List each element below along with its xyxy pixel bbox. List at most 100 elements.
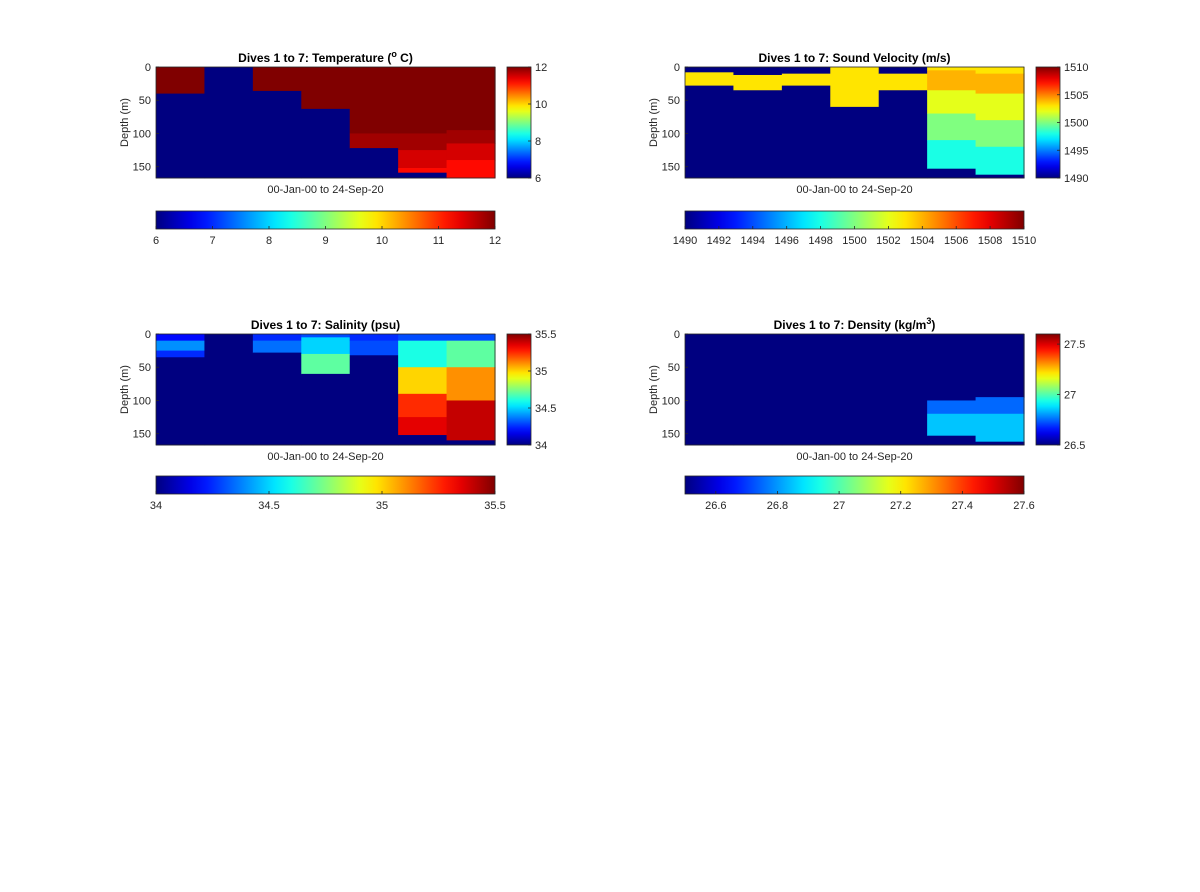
chart-title: Dives 1 to 7: Salinity (psu) bbox=[251, 318, 400, 332]
h-colorbar-tick-label: 34.5 bbox=[258, 500, 279, 512]
h-colorbar-tick-label: 27 bbox=[833, 500, 845, 512]
colorbar-tick-label: 35 bbox=[535, 366, 547, 378]
y-tick-label: 50 bbox=[139, 95, 151, 107]
heatmap-cell bbox=[156, 340, 206, 352]
h-colorbar-tick-label: 1500 bbox=[842, 235, 866, 247]
colorbar-tick-label: 6 bbox=[535, 173, 541, 185]
heatmap-cell bbox=[927, 334, 977, 401]
heatmap-cell bbox=[349, 148, 399, 179]
heatmap-cell bbox=[252, 352, 302, 446]
h-colorbar-tick-label: 27.4 bbox=[952, 500, 973, 512]
colorbar-tick-label: 1490 bbox=[1064, 173, 1088, 185]
heatmap-cell bbox=[349, 133, 399, 149]
heatmap-cell bbox=[975, 73, 1025, 94]
chart-title-text: Dives 1 to 7: Temperature ( bbox=[238, 51, 391, 65]
heatmap-cell bbox=[975, 67, 1025, 75]
heatmap-cell bbox=[398, 168, 448, 174]
heatmap-cell bbox=[781, 67, 831, 75]
x-axis-label: 00-Jan-00 to 24-Sep-20 bbox=[267, 451, 383, 463]
colorbar-tick-label: 27 bbox=[1064, 390, 1076, 402]
y-tick-label: 0 bbox=[674, 329, 680, 341]
heatmap-cell bbox=[927, 435, 977, 446]
heatmap-cell bbox=[733, 90, 783, 179]
colorbar-tick-label: 34 bbox=[535, 440, 547, 452]
colorbar-tick-label: 26.5 bbox=[1064, 440, 1085, 452]
heatmap-cell bbox=[878, 334, 928, 446]
h-colorbar-tick-label: 1494 bbox=[741, 235, 765, 247]
heatmap-cell bbox=[685, 334, 735, 446]
heatmap-cell bbox=[398, 340, 448, 368]
y-axis-label: Depth (m) bbox=[648, 98, 660, 147]
heatmap-cell bbox=[252, 334, 302, 342]
heatmap-cell bbox=[398, 172, 448, 179]
heatmap-cell bbox=[975, 93, 1025, 121]
heatmap-cell bbox=[781, 85, 831, 179]
x-axis-label: 00-Jan-00 to 24-Sep-20 bbox=[267, 184, 383, 196]
colorbar-tick-label: 35.5 bbox=[535, 329, 556, 341]
y-tick-label: 100 bbox=[662, 395, 680, 407]
heatmap-cell bbox=[398, 367, 448, 395]
heatmap-cell bbox=[685, 72, 735, 87]
h-colorbar-tick-label: 34 bbox=[150, 500, 162, 512]
colorbar-tick-label: 1500 bbox=[1064, 118, 1088, 130]
heatmap-cell bbox=[927, 70, 977, 91]
y-tick-label: 100 bbox=[133, 395, 151, 407]
heatmap-cell bbox=[156, 67, 206, 94]
h-colorbar-tick-label: 11 bbox=[433, 235, 444, 247]
chart-title-text: Dives 1 to 7: Salinity (psu) bbox=[251, 318, 400, 332]
chart-title-superscript: 3 bbox=[926, 316, 931, 326]
heatmap-cell bbox=[398, 435, 448, 446]
y-tick-label: 100 bbox=[133, 128, 151, 140]
heatmap-cell bbox=[830, 67, 880, 108]
heatmap-cell bbox=[975, 174, 1025, 179]
heatmap-cell bbox=[446, 67, 496, 131]
heatmap-cell bbox=[156, 357, 206, 446]
horizontal-colorbar bbox=[155, 475, 496, 495]
h-colorbar-tick-label: 1490 bbox=[673, 235, 697, 247]
vertical-colorbar bbox=[506, 66, 532, 179]
chart-title-superscript: o bbox=[391, 49, 397, 59]
heatmap-cell bbox=[156, 350, 206, 358]
heatmap-cell bbox=[252, 340, 302, 354]
chart-title-tail: C) bbox=[397, 51, 413, 65]
h-colorbar-tick-label: 35 bbox=[376, 500, 388, 512]
heatmap-cell bbox=[446, 340, 496, 368]
plot-frame bbox=[155, 66, 496, 179]
y-tick-label: 0 bbox=[145, 62, 151, 74]
chart-panel-1: Dives 1 to 7: Temperature (o C) 0 50 100 150… bbox=[119, 49, 547, 247]
heatmap-cell bbox=[975, 146, 1025, 176]
vertical-colorbar bbox=[506, 333, 532, 446]
h-colorbar-tick-label: 12 bbox=[489, 235, 501, 247]
heatmap-cell bbox=[975, 397, 1025, 415]
heatmap-cell bbox=[446, 143, 496, 161]
heatmap-cell bbox=[398, 393, 448, 418]
chart-title-text: Dives 1 to 7: Sound Velocity (m/s) bbox=[758, 51, 950, 65]
chart-title: Dives 1 to 7: Sound Velocity (m/s) bbox=[758, 51, 950, 65]
h-colorbar-tick-label: 27.2 bbox=[890, 500, 911, 512]
heatmap-cell bbox=[398, 150, 448, 169]
colorbar-tick-label: 12 bbox=[535, 62, 547, 74]
heatmap-cell bbox=[733, 334, 783, 446]
heatmap-cell bbox=[446, 367, 496, 401]
heatmap-cell bbox=[156, 93, 206, 179]
y-axis-label: Depth (m) bbox=[119, 365, 131, 414]
h-colorbar-tick-label: 1502 bbox=[876, 235, 900, 247]
y-tick-label: 150 bbox=[662, 162, 680, 174]
heatmap-cell bbox=[349, 334, 399, 342]
heatmap-cell bbox=[301, 353, 351, 375]
heatmap-cell bbox=[927, 168, 977, 179]
heatmap-cell bbox=[878, 90, 928, 179]
heatmap-cell bbox=[975, 441, 1025, 446]
heatmap-cell bbox=[301, 334, 351, 338]
heatmap-cell bbox=[398, 417, 448, 436]
heatmap-cell bbox=[975, 413, 1025, 443]
x-axis-label: 00-Jan-00 to 24-Sep-20 bbox=[796, 184, 912, 196]
h-colorbar-tick-label: 1496 bbox=[774, 235, 798, 247]
heatmap-cell bbox=[301, 67, 351, 110]
heatmap-cell bbox=[446, 130, 496, 144]
colorbar-tick-label: 27.5 bbox=[1064, 339, 1085, 351]
heatmap-cell bbox=[878, 73, 928, 91]
heatmap-cell bbox=[398, 67, 448, 134]
colorbar-tick-label: 8 bbox=[535, 136, 541, 148]
